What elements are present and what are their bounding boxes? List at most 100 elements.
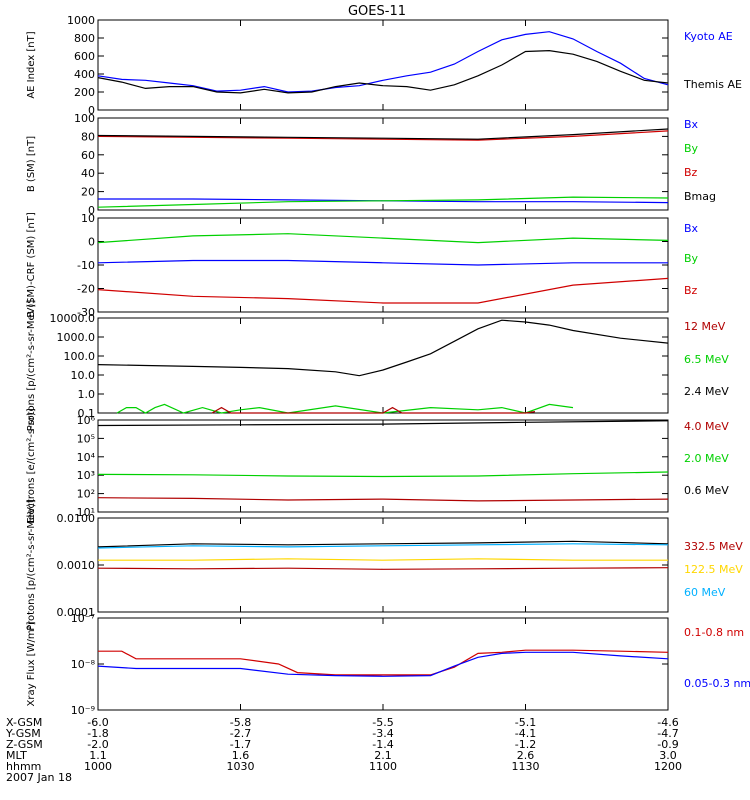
legend-label: 60 MeV	[684, 586, 726, 599]
legend-label: 4.0 MeV	[684, 420, 729, 433]
x-row-value: -0.9	[657, 738, 678, 751]
y-tick-label: 0	[88, 236, 95, 249]
x-row-value: 1130	[512, 760, 540, 773]
series-line-60-mev	[97, 543, 669, 549]
series-line-0-05-0-3-nm	[97, 651, 669, 677]
x-row-label: Y-GSM	[5, 727, 41, 740]
x-row-value: 1000	[84, 760, 112, 773]
legend-label: Bmag	[684, 190, 716, 203]
panel-frame	[97, 517, 669, 613]
series-line-0-6-mev	[97, 420, 669, 427]
series-line-bz	[97, 277, 669, 304]
x-row-value: -1.7	[230, 738, 251, 751]
y-tick-label: 20	[81, 186, 95, 199]
y-tick-label: 0	[88, 204, 95, 217]
x-row-value: 1.6	[232, 749, 250, 762]
x-row-value: -6.0	[87, 716, 108, 729]
legend-label: 0.1-0.8 nm	[684, 626, 744, 639]
y-tick-label: 10⁶	[77, 414, 96, 427]
x-row-label: X-GSM	[6, 716, 42, 729]
panel-2: 100 80 60 40 20 0 B (SM) [nT] Bx By Bz Bmag	[26, 112, 716, 217]
series-line-332-5-mev	[97, 567, 669, 570]
legend-label: 122.5 MeV	[684, 563, 743, 576]
y-tick-label: 80	[81, 130, 95, 143]
y-tick-label: 10	[81, 212, 95, 225]
y-tick-label: 0.0100	[57, 512, 96, 525]
panel-7: 10⁻⁷ 10⁻⁸ 10⁻⁹ Xray Flux [W/m²] 0.1-0.8 nm 0.…	[26, 612, 750, 717]
panel-frame	[97, 117, 669, 211]
legend-label: 0.05-0.3 nm	[684, 677, 750, 690]
series-line-bz	[97, 130, 669, 141]
series-line-6-5-mev	[116, 403, 574, 414]
x-row-label: Z-GSM	[6, 738, 43, 751]
y-tick-label: 1000.0	[57, 331, 96, 344]
y-tick-label: 40	[81, 167, 95, 180]
x-row-label: MLT	[6, 749, 27, 762]
x-row-value: 1.1	[89, 749, 107, 762]
y-tick-label: -10	[77, 259, 95, 272]
legend-label: Bz	[684, 284, 698, 297]
legend-label: Bx	[684, 118, 699, 131]
series-line-bx	[97, 259, 668, 266]
panel-6: 0.0100 0.0010 0.0001 Protons [p/(cm²-s-sr-M…	[26, 0, 743, 631]
y-tick-label: 1.0	[78, 388, 96, 401]
legend-label: 2.0 MeV	[684, 452, 729, 465]
x-row-value: -5.8	[230, 716, 251, 729]
x-row-value: -4.7	[657, 727, 678, 740]
figure-title: GOES-11	[348, 4, 406, 19]
x-row-value: -5.1	[515, 716, 536, 729]
y-tick-label: 0.0010	[57, 559, 96, 572]
y-tick-label: 200	[74, 86, 95, 99]
legend-label: Bz	[684, 166, 698, 179]
legend-label: Kyoto AE	[684, 30, 733, 43]
legend-label: 6.5 MeV	[684, 353, 729, 366]
x-row-value: -2.0	[87, 738, 108, 751]
y-tick-label: 10⁻⁷	[71, 612, 95, 625]
series-line-122-5-mev	[98, 558, 668, 561]
y-tick-label: 100.0	[64, 350, 96, 363]
panel-4: 10000.0 1000.0 100.0 10.0 1.0 0.1 Protons [p/(…	[26, 300, 729, 432]
legend-label: 27.5 MeV	[684, 0, 736, 3]
x-row-value: -5.5	[372, 716, 393, 729]
legend-label: 2.4 MeV	[684, 385, 729, 398]
x-row-value: 2.1	[374, 749, 392, 762]
y-tick-label: 60	[81, 149, 95, 162]
series-line-by	[97, 233, 669, 244]
series-line-bmag	[97, 128, 669, 140]
x-row-value: -1.4	[372, 738, 393, 751]
x-row-value: 1200	[654, 760, 682, 773]
series-line-2-4-mev	[97, 319, 669, 377]
y-tick-label: 1000	[67, 14, 95, 27]
y-tick-label: 10000.0	[50, 312, 96, 325]
y-axis-label: Protons [p/(cm²-s-sr-MeV)]	[26, 499, 37, 631]
y-tick-label: 800	[74, 32, 95, 45]
y-tick-label: 0.1	[78, 407, 96, 420]
x-row-value: 1030	[227, 760, 255, 773]
series-line-2-0-mev	[97, 471, 669, 478]
legend-label: By	[684, 252, 699, 265]
series-line-0-1-0-8-nm	[98, 649, 669, 676]
y-tick-label: 10⁻⁸	[71, 658, 96, 671]
x-row-label: hhmm	[6, 760, 41, 773]
y-tick-label: 10³	[77, 469, 95, 482]
series-line-27-5-mev	[97, 540, 669, 548]
y-tick-label: 10¹	[77, 506, 95, 519]
y-tick-label: 10⁴	[77, 451, 96, 464]
y-tick-label: 10.0	[71, 369, 96, 382]
y-tick-label: 600	[74, 50, 95, 63]
y-axis-label: AE Index [nT]	[26, 31, 37, 98]
y-tick-label: 400	[74, 68, 95, 81]
x-row-value: -2.7	[230, 727, 251, 740]
x-row-value: -4.6	[657, 716, 678, 729]
x-axis-table: X-GSM -6.0 -5.8 -5.5 -5.1 -4.6 Y-GSM -1.8 -2.7 -3…	[5, 716, 682, 784]
y-tick-label: 100	[74, 112, 95, 125]
legend-label: By	[684, 142, 699, 155]
panel-frame	[97, 19, 669, 111]
legend-label: Themis AE	[683, 78, 742, 91]
y-axis-label: B (SM)-CRF (SM) [nT]	[26, 212, 37, 318]
panel-5: 10⁶ 10⁵ 10⁴ 10³ 10² 10¹ Electrons [e/(cm²-s-sr…	[26, 408, 729, 524]
y-tick-label: 0	[88, 104, 95, 117]
y-tick-label: -30	[77, 306, 95, 319]
